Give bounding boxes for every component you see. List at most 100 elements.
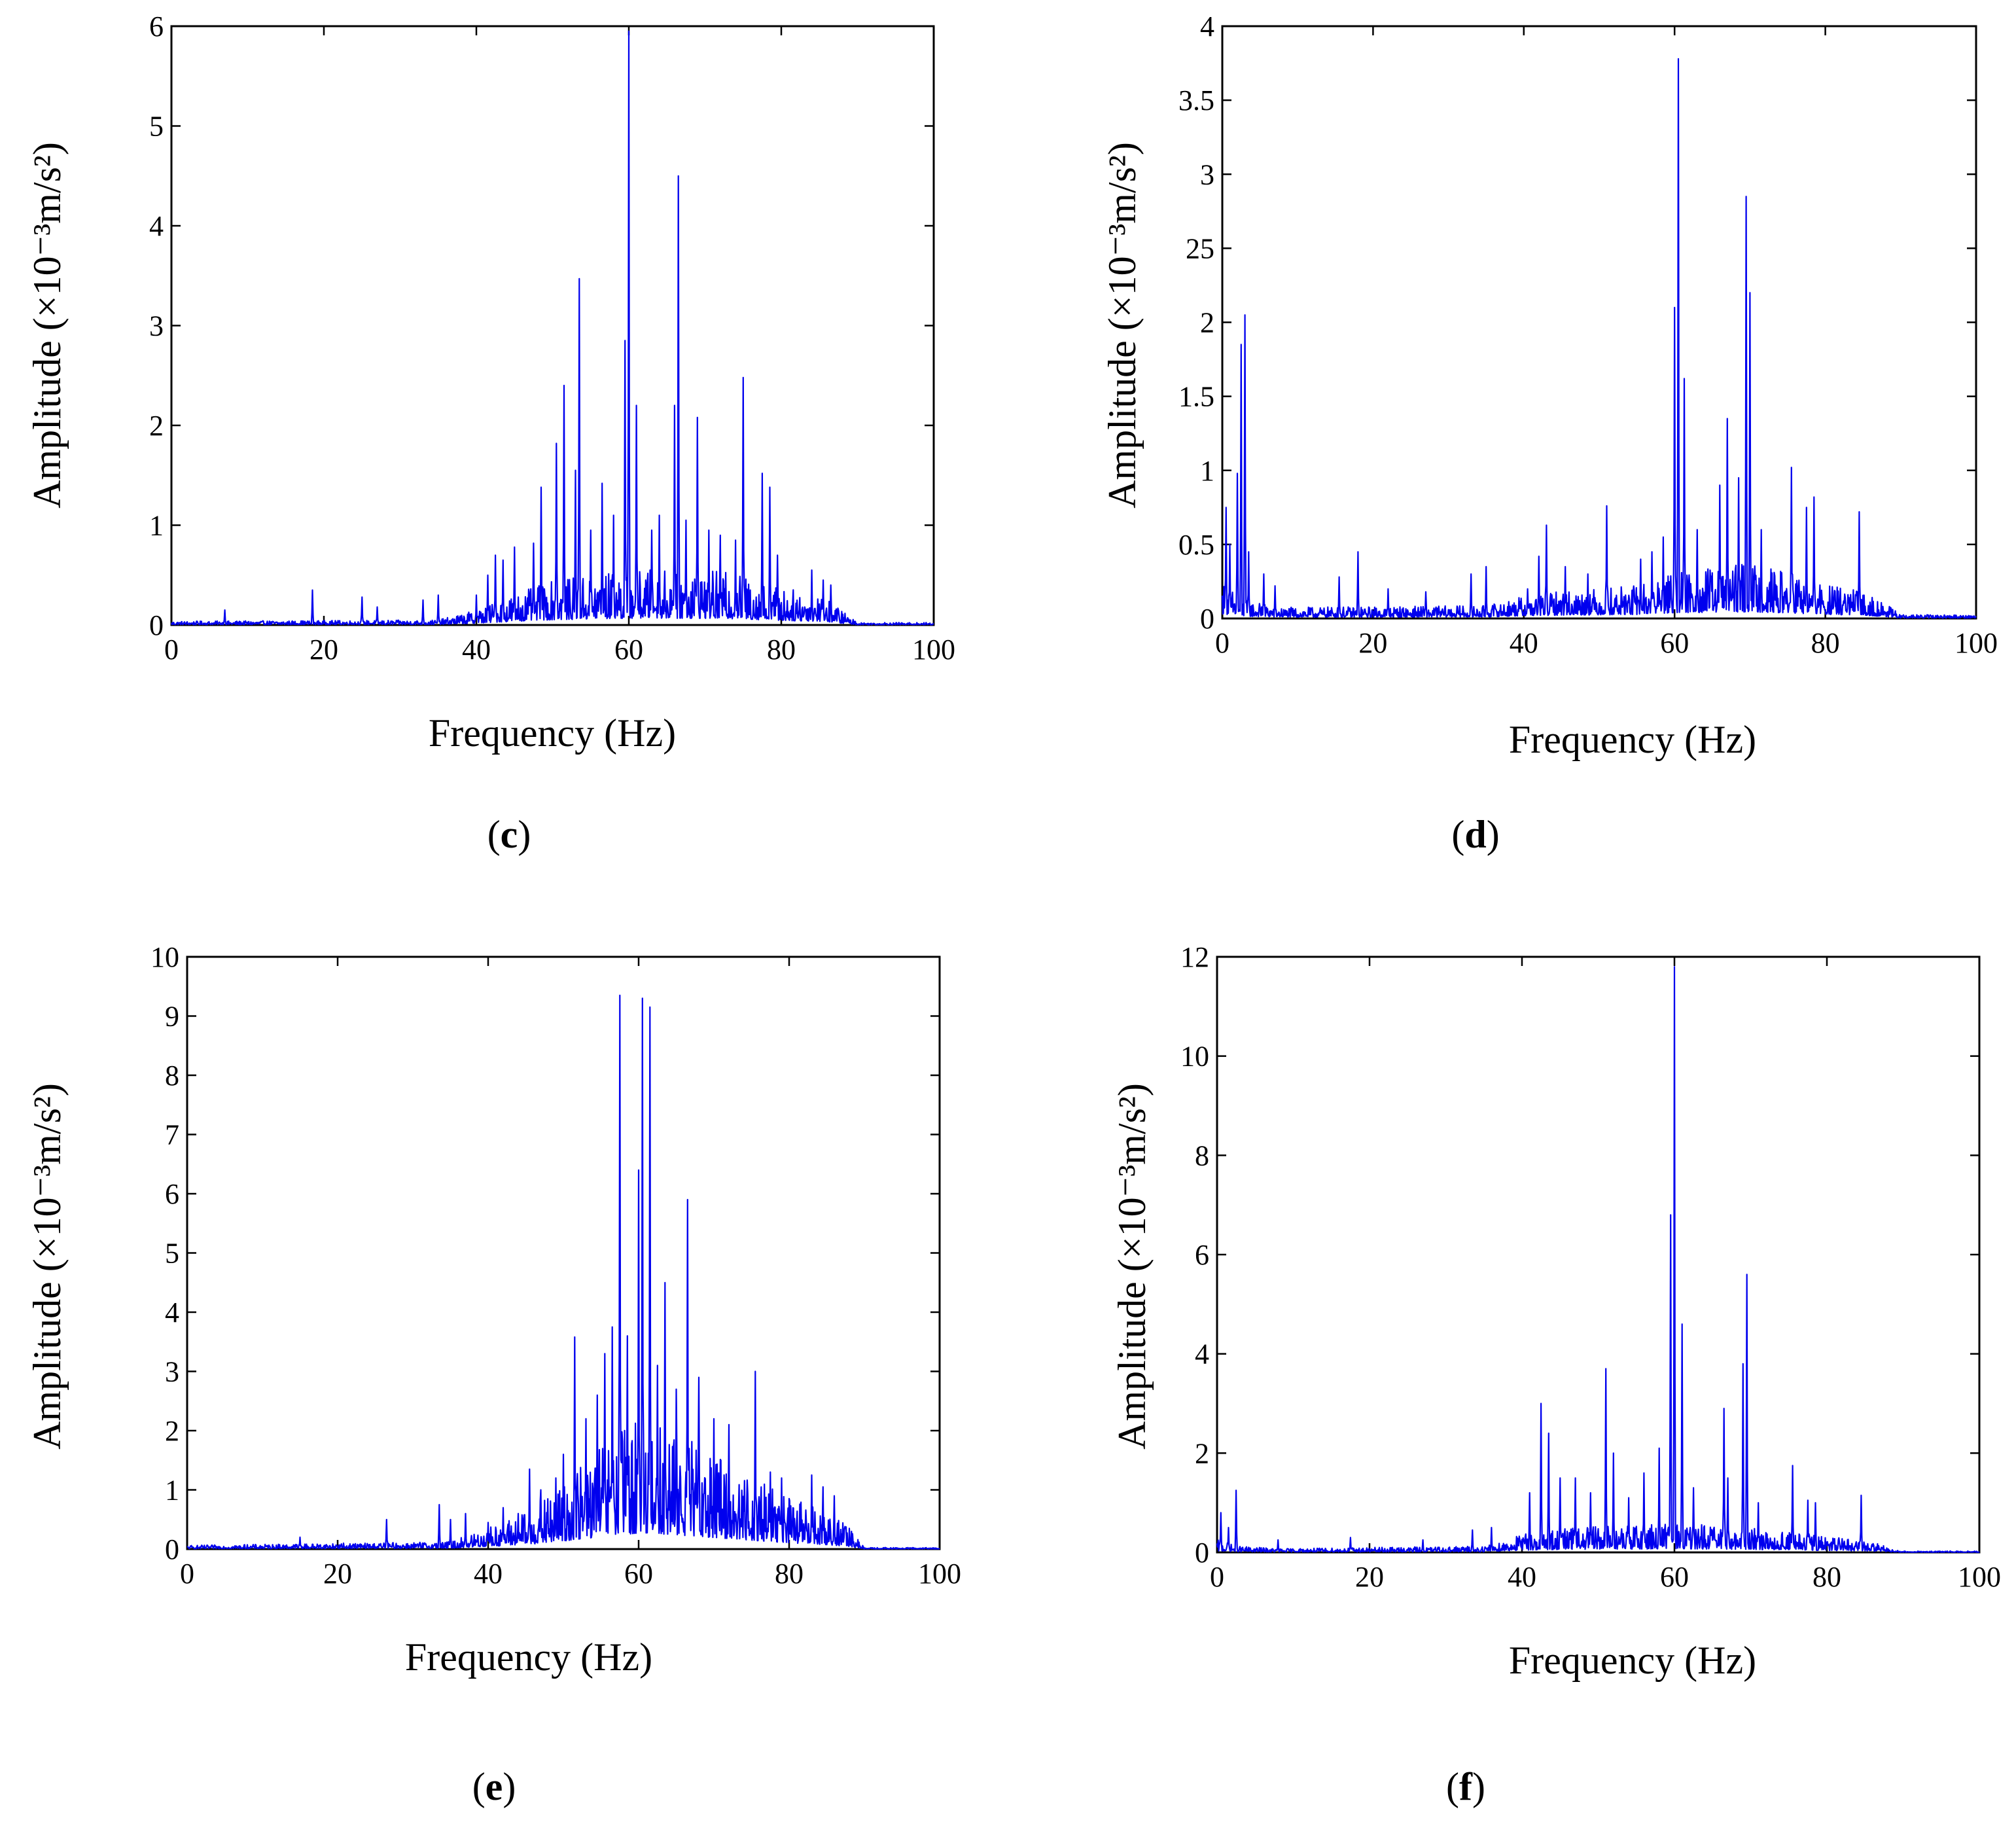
y-tick-label-e: 8 [165,1060,179,1092]
x-tick-label-f: 80 [1813,1561,1841,1593]
y-tick-label-c: 2 [149,410,164,442]
y-tick-label-e: 9 [165,1001,179,1033]
y-tick-label-f: 6 [1195,1239,1209,1271]
plot-area-e [186,956,941,1550]
y-tick-label-e: 5 [165,1238,179,1270]
ticks-d: 0 20 40 60 80 100 0 0.5 1 1.5 2 25 3 3.5 4 [1178,10,1998,659]
plot-area-d [1221,25,1977,620]
chart-panel-d: 0 20 40 60 80 100 0 0.5 1 1.5 2 25 3 3.5 4 Frequency (… [1101,10,1998,856]
y-tick-label-f: 8 [1195,1139,1209,1171]
panel-label-c-open: ( [487,813,501,856]
x-axis-title-d: Frequency (Hz) [1509,718,1756,761]
y-tick-label-d: 1 [1200,455,1214,487]
x-tick-label-e: 100 [918,1558,961,1590]
amplitude-series-f [1216,966,1980,1553]
amplitude-series-d [1221,58,1977,619]
y-axis-title-d: Amplitude (×10⁻³m/s²) [1101,142,1144,509]
plot-area-c [170,25,935,626]
x-axis-title-c: Frequency (Hz) [429,711,676,755]
y-tick-label-f: 4 [1195,1338,1209,1370]
y-tick-label-d: 3.5 [1178,84,1214,116]
y-tick-label-c: 0 [149,609,164,641]
y-tick-label-e: 0 [165,1533,179,1565]
ticks-f: 0 20 40 60 80 100 0 2 4 6 8 10 12 [1180,941,2001,1593]
y-tick-label-d: 0 [1200,603,1214,635]
x-tick-label-c: 20 [309,634,338,666]
x-tick-label-d: 60 [1660,627,1689,659]
panel-label-f-open: ( [1446,1765,1459,1808]
y-tick-label-c: 3 [149,310,164,342]
x-tick-label-c: 60 [614,634,643,666]
panel-label-f-close: ) [1472,1765,1485,1808]
x-tick-label-d: 20 [1358,627,1387,659]
x-tick-label-f: 0 [1210,1561,1224,1593]
x-tick-label-e: 60 [624,1558,653,1590]
y-tick-label-d: 1.5 [1178,381,1214,413]
y-tick-label-c: 5 [149,111,164,143]
y-tick-label-e: 10 [150,941,179,973]
y-tick-label-f: 10 [1180,1041,1209,1073]
y-axis-title-c: Amplitude (×10⁻³m/s²) [26,142,69,509]
y-tick-label-e: 6 [165,1178,179,1210]
x-tick-label-c: 40 [462,634,491,666]
x-tick-label-c: 80 [767,634,796,666]
ticks-e: 0 20 40 60 80 100 0 1 2 3 4 5 6 7 8 9 10 [150,941,961,1590]
plot-area-f [1216,956,1981,1554]
panel-label-e-letter: e [486,1765,503,1808]
y-axis-title-f: Amplitude (×10⁻³m/s²) [1110,1083,1154,1450]
x-tick-label-e: 40 [474,1558,503,1590]
y-tick-label-f: 12 [1180,941,1209,973]
x-tick-label-f: 100 [1958,1561,2001,1593]
y-tick-label-d: 2 [1200,307,1214,339]
y-tick-label-e: 4 [165,1296,179,1329]
x-tick-label-d: 100 [1954,627,1998,659]
x-tick-label-f: 20 [1355,1561,1384,1593]
panel-label-c-letter: c [501,813,518,856]
panel-label-e-open: ( [472,1765,486,1808]
x-tick-label-f: 60 [1660,1561,1689,1593]
amplitude-series-c [170,30,934,626]
series-e [186,994,940,1550]
panel-label-c-close: ) [518,813,531,856]
y-tick-label-c: 6 [149,10,164,43]
y-tick-label-f: 0 [1195,1537,1209,1569]
y-tick-label-d: 3 [1200,158,1214,190]
y-tick-label-d: 25 [1186,232,1214,264]
y-tick-label-e: 7 [165,1119,179,1151]
panel-label-e: (e) [472,1765,516,1808]
x-axis-title-f: Frequency (Hz) [1509,1639,1756,1682]
series-d [1221,58,1977,619]
x-tick-label-e: 80 [775,1558,804,1590]
x-tick-label-d: 40 [1510,627,1538,659]
panel-label-d: (d) [1451,813,1499,856]
panel-label-d-open: ( [1451,813,1464,856]
y-tick-label-e: 1 [165,1474,179,1507]
panel-label-e-close: ) [503,1765,516,1808]
x-tick-label-e: 20 [323,1558,352,1590]
y-tick-label-d: 0.5 [1178,529,1214,561]
y-tick-label-e: 3 [165,1356,179,1388]
y-axis-title-e: Amplitude (×10⁻³m/s²) [26,1083,69,1450]
y-tick-label-d: 4 [1200,10,1214,43]
y-tick-label-c: 1 [149,510,164,542]
panel-label-f-letter: f [1459,1765,1473,1808]
chart-panel-f: 0 20 40 60 80 100 0 2 4 6 8 10 12 Frequency (Hz) Amp… [1110,941,2001,1808]
amplitude-series-e [186,994,940,1550]
x-tick-label-c: 0 [164,634,179,666]
series-f [1216,966,1980,1553]
panel-label-c: (c) [487,813,531,856]
series-c [170,30,934,626]
panel-label-d-letter: d [1464,813,1486,856]
x-tick-label-d: 0 [1215,627,1229,659]
y-tick-label-c: 4 [149,210,164,242]
x-axis-title-e: Frequency (Hz) [405,1635,652,1679]
y-tick-label-f: 2 [1195,1437,1209,1469]
x-tick-label-d: 80 [1811,627,1840,659]
x-tick-label-c: 100 [912,634,955,666]
panel-label-f: (f) [1446,1765,1485,1808]
y-tick-label-e: 2 [165,1415,179,1447]
ticks-c: 0 20 40 60 80 100 0 1 2 3 4 5 6 [149,10,955,666]
x-tick-label-f: 40 [1508,1561,1536,1593]
